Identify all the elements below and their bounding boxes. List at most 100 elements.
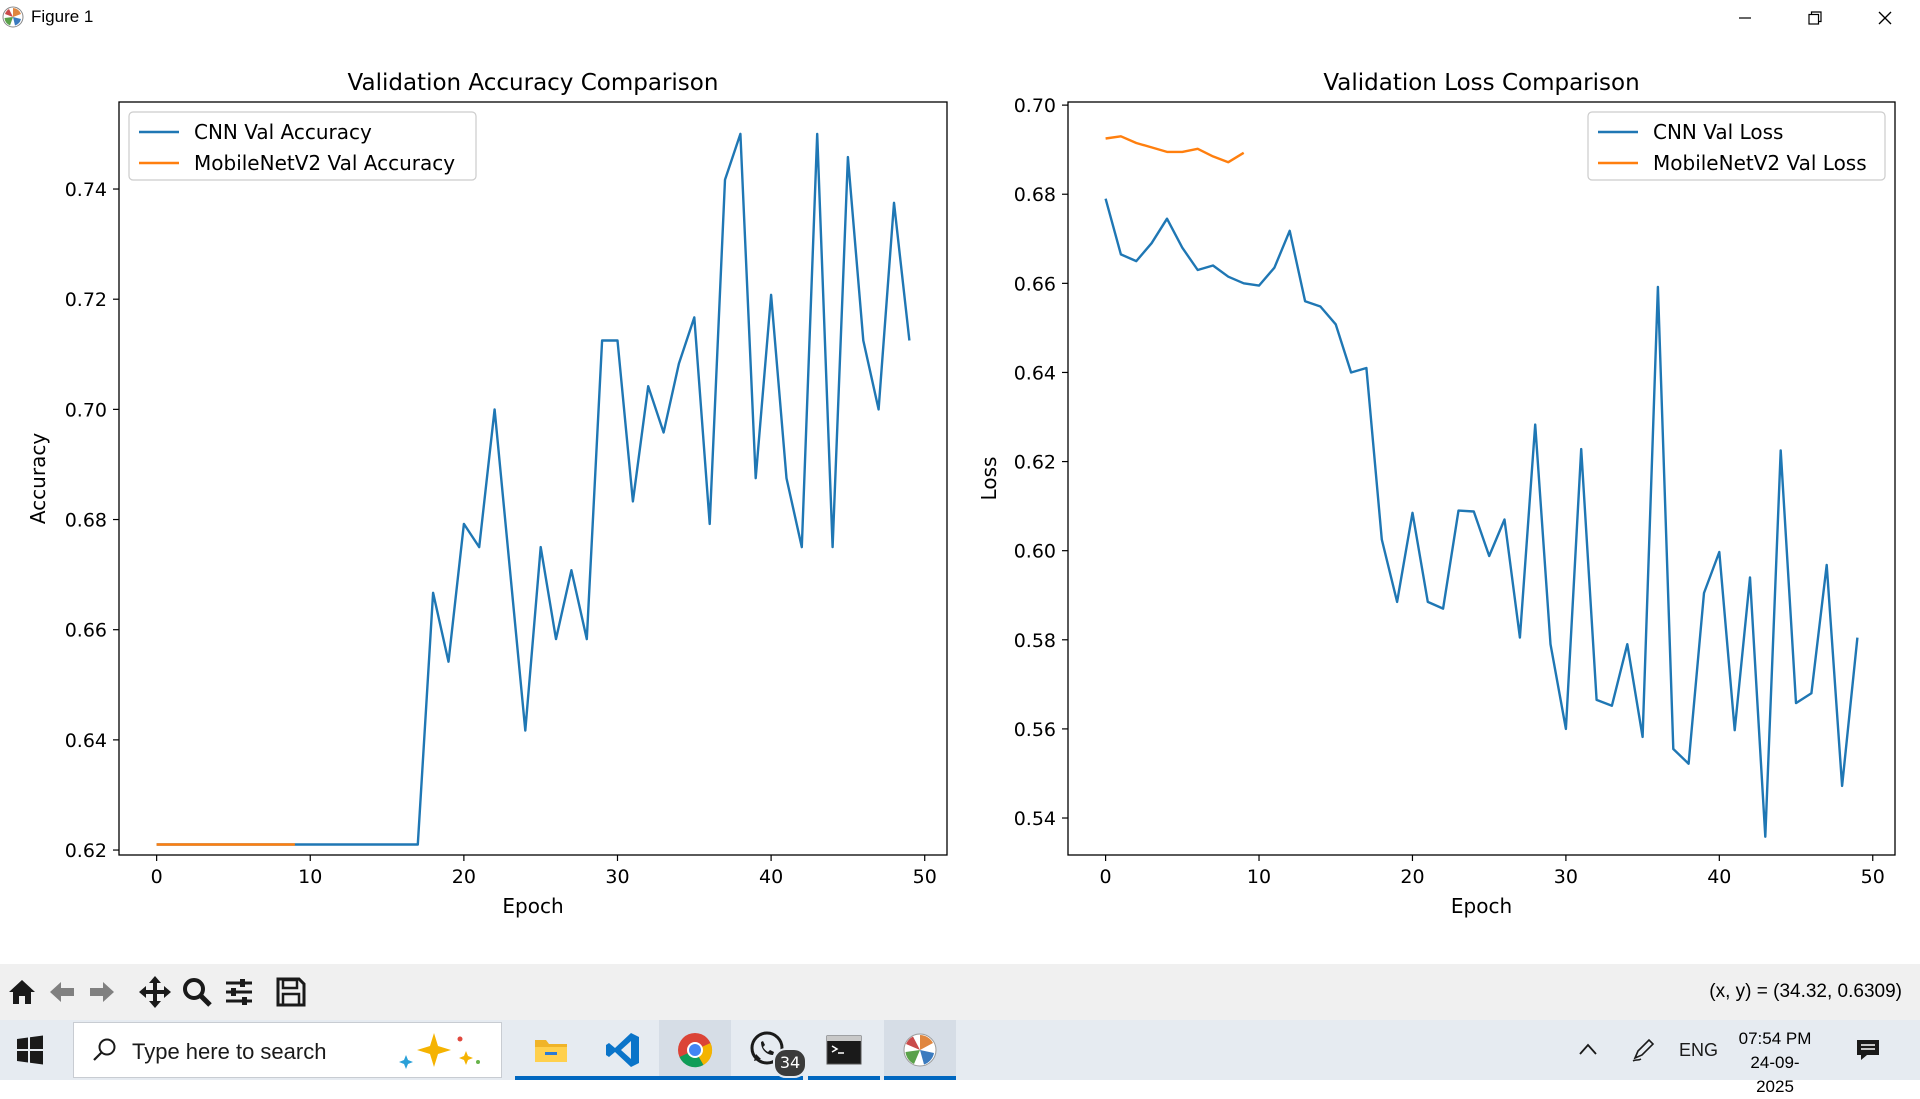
acc-legend-label-0: CNN Val Accuracy xyxy=(194,120,372,144)
zoom-button[interactable] xyxy=(177,972,217,1012)
acc-y-axis-label: Accuracy xyxy=(26,433,50,524)
minimize-icon xyxy=(1739,17,1751,19)
configure-subplots-button[interactable] xyxy=(219,972,259,1012)
loss-ytick-label: 0.62 xyxy=(1014,452,1056,474)
loss-ytick-label: 0.66 xyxy=(1014,273,1056,295)
acc-ytick-label: 0.70 xyxy=(65,399,107,421)
matplotlib-toolbar: (x, y) = (34.32, 0.6309) xyxy=(0,964,1920,1020)
loss-xtick-label: 10 xyxy=(1247,866,1271,888)
save-icon xyxy=(276,977,306,1007)
loss-ytick-label: 0.54 xyxy=(1014,808,1056,830)
active-indicator xyxy=(884,1076,956,1080)
loss-xtick-label: 20 xyxy=(1400,866,1424,888)
taskbar-vscode[interactable] xyxy=(587,1020,659,1080)
acc-axes-frame xyxy=(118,101,948,856)
taskbar-chrome[interactable] xyxy=(659,1020,731,1080)
configure-icon xyxy=(226,979,252,1005)
vscode-icon xyxy=(606,1033,639,1067)
loss-series-0-line xyxy=(1104,198,1859,838)
save-button[interactable] xyxy=(271,972,311,1012)
loss-ytick-label: 0.58 xyxy=(1014,630,1056,652)
taskbar-matplotlib-figure[interactable] xyxy=(884,1020,956,1080)
terminal-icon xyxy=(826,1035,862,1065)
back-icon xyxy=(50,982,74,1002)
matplotlib-logo-icon xyxy=(2,6,24,28)
active-indicator xyxy=(515,1076,587,1080)
taskbar-clock[interactable]: 07:54 PM 24-09-2025 xyxy=(1733,1027,1817,1099)
acc-ytick-label: 0.64 xyxy=(65,730,107,752)
pan-icon xyxy=(139,976,171,1008)
clock-date: 24-09-2025 xyxy=(1750,1053,1800,1096)
whatsapp-badge: 34 xyxy=(773,1048,807,1078)
loss-ytick-label: 0.68 xyxy=(1014,184,1056,206)
taskbar-terminal[interactable] xyxy=(808,1020,880,1080)
show-hidden-icons-icon[interactable] xyxy=(1578,1042,1598,1056)
acc-xtick-label: 30 xyxy=(605,866,629,888)
notifications-icon[interactable] xyxy=(1855,1037,1881,1063)
acc-xtick-label: 50 xyxy=(913,866,937,888)
acc-series-0-line xyxy=(156,132,911,846)
restore-icon xyxy=(1808,11,1822,25)
acc-chart-title: Validation Accuracy Comparison xyxy=(348,70,719,96)
matplotlib-taskbar-icon xyxy=(903,1033,937,1067)
minimize-button[interactable] xyxy=(1710,0,1780,36)
acc-xtick-label: 40 xyxy=(759,866,783,888)
loss-xtick-label: 50 xyxy=(1861,866,1885,888)
home-icon xyxy=(9,980,35,1004)
loss-xtick-label: 0 xyxy=(1100,866,1112,888)
chrome-icon xyxy=(678,1033,713,1068)
acc-legend-label-1: MobileNetV2 Val Accuracy xyxy=(194,151,455,175)
acc-x-axis-label: Epoch xyxy=(502,894,563,918)
loss-ytick-label: 0.70 xyxy=(1014,95,1056,117)
window-titlebar: Figure 1 xyxy=(0,0,1920,36)
search-icon xyxy=(93,1038,116,1061)
forward-button[interactable] xyxy=(82,972,122,1012)
cursor-coordinates: (x, y) = (34.32, 0.6309) xyxy=(1709,981,1902,1002)
acc-xtick-label: 20 xyxy=(452,866,476,888)
loss-legend-label-0: CNN Val Loss xyxy=(1653,120,1783,144)
taskbar-file-explorer[interactable] xyxy=(515,1020,587,1080)
acc-ytick-label: 0.72 xyxy=(65,289,107,311)
acc-ytick-label: 0.62 xyxy=(65,840,107,862)
acc-ytick-label: 0.68 xyxy=(65,510,107,532)
loss-xtick-label: 30 xyxy=(1554,866,1578,888)
restore-button[interactable] xyxy=(1780,0,1850,36)
loss-ytick-label: 0.56 xyxy=(1014,719,1056,741)
windows-start-icon[interactable] xyxy=(14,1034,46,1066)
active-indicator xyxy=(659,1076,731,1080)
loss-series-1-line xyxy=(1105,135,1245,164)
file-explorer-icon xyxy=(535,1040,567,1062)
language-indicator[interactable]: ENG xyxy=(1679,1040,1719,1060)
back-button[interactable] xyxy=(42,972,82,1012)
search-placeholder: Type here to search xyxy=(132,1039,327,1064)
figure-canvas[interactable]: 0 10 20 30 40 50 0.62 0.64 0.66 0.68 0.70 0.72 0.74 V… xyxy=(0,36,1920,964)
clock-time: 07:54 PM xyxy=(1738,1029,1812,1048)
taskbar-search-box[interactable]: Type here to search xyxy=(73,1022,502,1078)
loss-chart-title: Validation Loss Comparison xyxy=(1323,70,1639,96)
close-icon xyxy=(1878,11,1892,25)
forward-icon xyxy=(90,982,114,1002)
acc-ytick-label: 0.66 xyxy=(65,620,107,642)
loss-y-axis-label: Loss xyxy=(977,457,1001,501)
pan-button[interactable] xyxy=(135,972,175,1012)
loss-x-axis-label: Epoch xyxy=(1451,894,1512,918)
active-indicator xyxy=(731,1076,803,1080)
loss-axes-frame xyxy=(1067,101,1896,856)
acc-xtick-label: 0 xyxy=(151,866,163,888)
pen-icon[interactable] xyxy=(1630,1037,1656,1063)
acc-legend-box xyxy=(128,111,477,181)
windows-taskbar: Type here to search xyxy=(0,1020,1920,1096)
close-button[interactable] xyxy=(1850,0,1920,36)
window-title: Figure 1 xyxy=(31,7,94,26)
active-indicator xyxy=(587,1076,659,1080)
acc-ytick-label: 0.74 xyxy=(65,179,107,201)
copilot-sparkle-icon xyxy=(399,1033,480,1069)
acc-xtick-label: 10 xyxy=(298,866,322,888)
loss-legend-label-1: MobileNetV2 Val Loss xyxy=(1653,151,1867,175)
loss-xtick-label: 40 xyxy=(1707,866,1731,888)
loss-ytick-label: 0.64 xyxy=(1014,362,1056,384)
zoom-icon xyxy=(183,978,212,1007)
loss-legend-box xyxy=(1587,111,1886,181)
home-button[interactable] xyxy=(2,972,42,1012)
active-indicator xyxy=(808,1076,880,1080)
